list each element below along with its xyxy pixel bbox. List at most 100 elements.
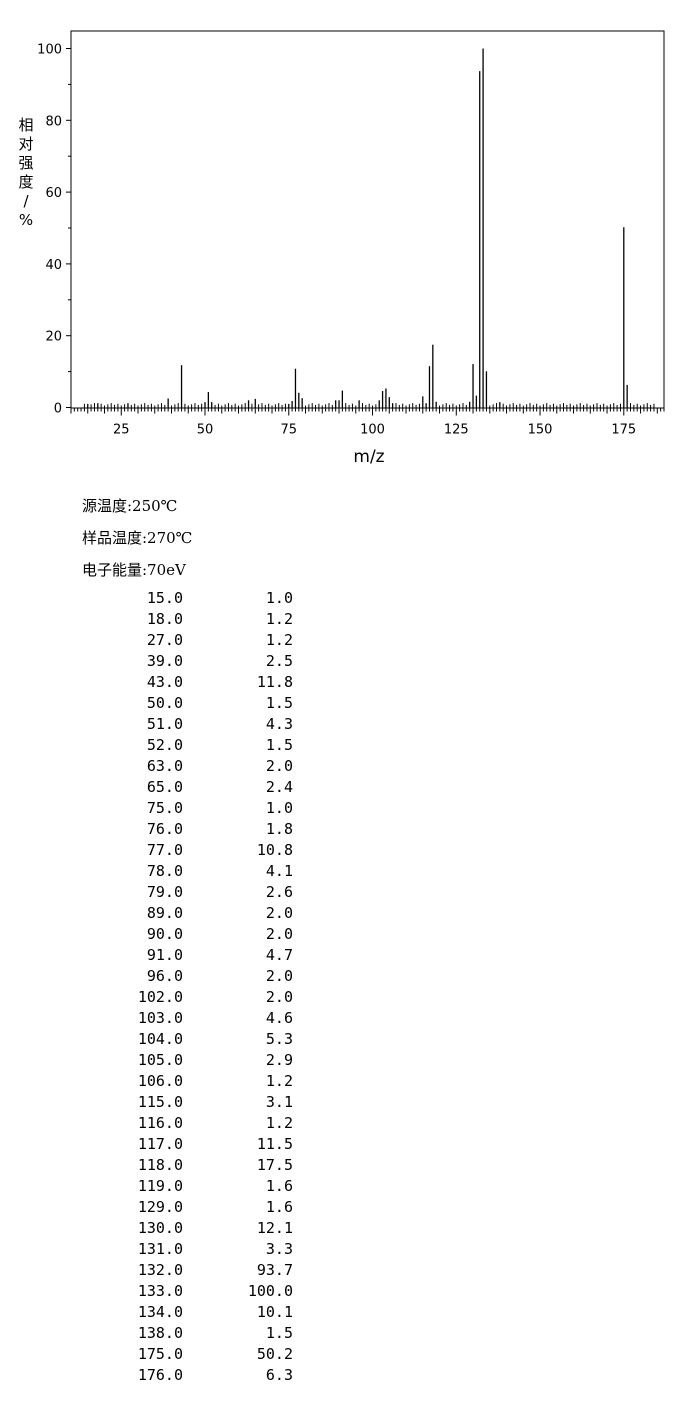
abundance-value: 1.8 <box>265 820 293 838</box>
abundance-value: 100.0 <box>247 1282 293 1300</box>
mz-value: 131.0 <box>137 1240 183 1258</box>
mz-value: 15.0 <box>146 589 183 607</box>
x-tick-label: 25 <box>113 423 130 438</box>
abundance-value: 50.2 <box>256 1345 293 1363</box>
mz-value: 50.0 <box>146 694 183 712</box>
y-axis-label-char: 相 <box>18 116 33 134</box>
mz-value: 115.0 <box>137 1093 183 1111</box>
abundance-value: 2.0 <box>265 757 293 775</box>
mz-value: 91.0 <box>146 946 183 964</box>
plot-frame <box>70 30 665 409</box>
y-axis-label-char: 强 <box>18 154 33 172</box>
mz-value: 75.0 <box>146 799 183 817</box>
abundance-value: 2.0 <box>265 925 293 943</box>
abundance-value: 10.8 <box>256 841 293 859</box>
baseline-noise <box>83 403 655 408</box>
abundance-value: 2.9 <box>265 1051 293 1069</box>
abundance-value: 4.6 <box>265 1009 293 1027</box>
mz-value: 79.0 <box>146 883 183 901</box>
y-tick-label: 40 <box>45 258 62 273</box>
mz-value: 77.0 <box>146 841 183 859</box>
y-tick-label: 0 <box>54 402 62 417</box>
x-tick-label: 75 <box>280 423 297 438</box>
sample-temperature: 样品温度:270℃ <box>82 529 193 547</box>
mz-value: 138.0 <box>137 1324 183 1342</box>
y-axis-label-char: 度 <box>18 173 33 191</box>
x-tick-label: 50 <box>197 423 214 438</box>
mz-value: 52.0 <box>146 736 183 754</box>
mz-value: 27.0 <box>146 631 183 649</box>
abundance-value: 11.8 <box>256 673 293 691</box>
abundance-value: 2.0 <box>265 904 293 922</box>
mz-value: 104.0 <box>137 1030 183 1048</box>
mz-value: 102.0 <box>137 988 183 1006</box>
mz-value: 132.0 <box>137 1261 183 1279</box>
electron-energy: 电子能量:70eV <box>82 561 186 579</box>
y-axis: 0 20 40 60 80 100 <box>37 43 71 417</box>
mz-value: 134.0 <box>137 1303 183 1321</box>
mz-value: 130.0 <box>137 1219 183 1237</box>
abundance-value: 4.7 <box>265 946 293 964</box>
mz-value: 90.0 <box>146 925 183 943</box>
x-axis: 25 50 75 100 125 150 175 <box>113 423 636 438</box>
y-tick-label: 80 <box>45 114 62 129</box>
abundance-value: 4.3 <box>265 715 293 733</box>
mz-value: 106.0 <box>137 1072 183 1090</box>
abundance-value: 17.5 <box>256 1156 293 1174</box>
abundance-value: 2.6 <box>265 883 293 901</box>
abundance-value: 1.6 <box>265 1177 293 1195</box>
abundance-value: 10.1 <box>256 1303 293 1321</box>
mz-value: 133.0 <box>137 1282 183 1300</box>
y-minor-ticks <box>68 83 71 373</box>
abundance-value: 4.1 <box>265 862 293 880</box>
mz-value: 176.0 <box>137 1366 183 1384</box>
mz-value: 105.0 <box>137 1051 183 1069</box>
abundance-value: 93.7 <box>256 1261 293 1279</box>
mz-value: 18.0 <box>146 610 183 628</box>
y-axis-label-char: / <box>23 192 29 210</box>
y-axis-label: 相对强度/% <box>18 116 33 229</box>
abundance-value: 3.3 <box>265 1240 293 1258</box>
mz-value: 63.0 <box>146 757 183 775</box>
abundance-value: 1.5 <box>265 1324 293 1342</box>
abundance-value: 2.4 <box>265 778 293 796</box>
abundance-value: 2.0 <box>265 967 293 985</box>
mz-value: 39.0 <box>146 652 183 670</box>
abundance-value: 1.0 <box>265 589 293 607</box>
abundance-value: 12.1 <box>256 1219 293 1237</box>
abundance-value: 1.2 <box>265 1114 293 1132</box>
y-tick-label: 60 <box>45 186 62 201</box>
abundance-value: 2.5 <box>265 652 293 670</box>
source-temperature: 源温度:250℃ <box>82 497 178 515</box>
mz-value: 116.0 <box>137 1114 183 1132</box>
mz-value: 76.0 <box>146 820 183 838</box>
x-tick-label: 100 <box>360 423 385 438</box>
mz-value: 118.0 <box>137 1156 183 1174</box>
y-tick-label: 20 <box>45 330 62 345</box>
abundance-value: 1.6 <box>265 1198 293 1216</box>
mz-value: 175.0 <box>137 1345 183 1363</box>
mz-value: 129.0 <box>137 1198 183 1216</box>
x-minor-ticks <box>70 407 665 416</box>
abundance-value: 6.3 <box>265 1366 293 1384</box>
abundance-value: 1.0 <box>265 799 293 817</box>
mz-value: 96.0 <box>146 967 183 985</box>
x-axis-label: m/z <box>353 447 384 467</box>
abundance-value: 1.2 <box>265 610 293 628</box>
abundance-value: 1.5 <box>265 736 293 754</box>
mz-value: 51.0 <box>146 715 183 733</box>
mz-value: 78.0 <box>146 862 183 880</box>
x-tick-label: 150 <box>528 423 553 438</box>
abundance-value: 2.0 <box>265 988 293 1006</box>
abundance-value: 1.2 <box>265 1072 293 1090</box>
mass-spectrum-chart: 25 50 75 100 125 150 175 0 20 40 60 80 100 m/z 相对强度… <box>18 30 665 467</box>
mz-value: 89.0 <box>146 904 183 922</box>
abundance-value: 1.2 <box>265 631 293 649</box>
y-axis-label-char: 对 <box>18 135 33 153</box>
mz-value: 103.0 <box>137 1009 183 1027</box>
mz-value: 119.0 <box>137 1177 183 1195</box>
y-tick-label: 100 <box>37 43 62 58</box>
y-axis-label-char: % <box>19 211 33 229</box>
peak-bars <box>87 48 628 408</box>
x-tick-label: 175 <box>611 423 636 438</box>
